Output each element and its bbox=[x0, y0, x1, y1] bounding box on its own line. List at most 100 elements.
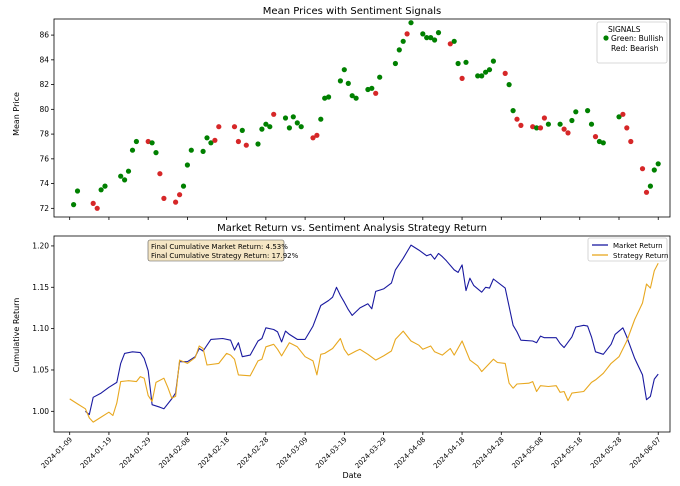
bullish-signal-point bbox=[263, 121, 269, 127]
bearish-signal-point bbox=[541, 115, 548, 121]
bullish-signal-point bbox=[184, 162, 190, 168]
bullish-signal-point bbox=[534, 125, 540, 131]
bearish-signal-point bbox=[243, 142, 249, 148]
bullish-signal-point bbox=[651, 167, 657, 173]
return-legend: Market Return Strategy Return bbox=[587, 237, 668, 262]
bullish-signal-point bbox=[573, 109, 579, 115]
bearish-signal-point bbox=[177, 192, 183, 198]
bullish-signal-point bbox=[349, 93, 355, 99]
bearish-signal-point bbox=[94, 205, 100, 211]
bearish-signal-point bbox=[161, 195, 167, 201]
final-strategy-return-text: Final Cumulative Strategy Return: 17.92% bbox=[151, 252, 299, 260]
bullish-signal-point bbox=[588, 121, 595, 127]
bullish-signal-point bbox=[483, 69, 489, 75]
signals-legend-bullish: Green: Bullish bbox=[611, 34, 664, 43]
bullish-signal-point bbox=[455, 60, 461, 67]
return-x-tick-label: 2024-04-28 bbox=[471, 436, 505, 470]
bullish-signal-point bbox=[408, 20, 414, 26]
bearish-signal-point bbox=[235, 138, 241, 145]
bullish-signal-point bbox=[510, 108, 516, 114]
bullish-signal-point bbox=[600, 140, 606, 146]
bullish-signal-point bbox=[239, 127, 245, 133]
bullish-signal-point bbox=[463, 59, 469, 65]
return-y-tick-label: 1.00 bbox=[32, 407, 49, 416]
bearish-signal-point bbox=[565, 130, 571, 136]
bearish-signal-point bbox=[212, 137, 218, 143]
bearish-signal-point bbox=[271, 111, 277, 117]
bearish-signal-point bbox=[216, 124, 222, 130]
market-return-line bbox=[85, 244, 659, 416]
bullish-signal-point bbox=[149, 140, 155, 146]
price-signal-points bbox=[71, 20, 661, 211]
bullish-signal-point bbox=[365, 86, 371, 93]
bullish-signal-point bbox=[396, 47, 402, 53]
bullish-signal-point bbox=[420, 31, 426, 37]
return-chart-panel: Market Return vs. Sentiment Analysis Str… bbox=[12, 223, 671, 480]
bullish-signal-point bbox=[298, 124, 304, 130]
price-y-tick-label: 76 bbox=[39, 154, 49, 163]
final-return-annotation: Final Cumulative Market Return: 4.53% Fi… bbox=[147, 239, 299, 262]
bullish-signal-point bbox=[122, 177, 128, 183]
bullish-signal-point bbox=[337, 78, 343, 84]
bullish-signal-point bbox=[432, 37, 438, 43]
bearish-signal-point bbox=[231, 124, 238, 130]
return-y-ticks: 1.00 1.05 1.10 1.15 1.20 bbox=[32, 241, 54, 416]
bullish-signal-point bbox=[490, 58, 496, 64]
bullish-signal-point bbox=[479, 73, 485, 79]
bearish-signal-point bbox=[373, 90, 379, 96]
bullish-signal-point bbox=[259, 126, 265, 132]
return-x-tick-label: 2024-02-08 bbox=[157, 436, 191, 470]
bullish-signal-point bbox=[125, 168, 132, 174]
price-plot-frame bbox=[53, 18, 671, 218]
price-x-ticks bbox=[69, 217, 659, 220]
bearish-signal-point bbox=[447, 41, 453, 47]
bullish-signal-point bbox=[400, 38, 406, 44]
price-y-axis-label: Mean Price bbox=[12, 92, 21, 136]
bullish-signal-point bbox=[545, 121, 552, 127]
bullish-signal-point bbox=[655, 161, 661, 167]
bearish-signal-point bbox=[514, 116, 520, 122]
bullish-signal-point bbox=[451, 38, 457, 44]
bullish-signal-point bbox=[204, 135, 210, 141]
bullish-signal-point bbox=[74, 188, 81, 194]
final-return-annotation-box bbox=[147, 239, 285, 262]
bearish-signal-point bbox=[145, 138, 151, 145]
return-x-tick-label: 2024-05-28 bbox=[589, 436, 623, 470]
signals-legend-title: SIGNALS bbox=[608, 25, 641, 34]
bullish-signal-point bbox=[353, 95, 359, 101]
price-y-tick-label: 80 bbox=[39, 105, 49, 114]
return-y-tick-label: 1.20 bbox=[32, 241, 49, 250]
bearish-signal-point bbox=[502, 70, 508, 76]
return-x-tick-label: 2024-02-18 bbox=[197, 436, 231, 470]
price-y-tick-label: 86 bbox=[39, 31, 49, 40]
return-x-tick-label: 2024-03-29 bbox=[354, 436, 388, 470]
bullish-signal-point bbox=[377, 74, 383, 80]
price-y-tick-label: 74 bbox=[39, 179, 49, 188]
bearish-signal-point bbox=[404, 31, 410, 37]
bullish-signal-point bbox=[569, 117, 575, 124]
return-y-tick-label: 1.05 bbox=[32, 365, 49, 374]
return-x-tick-label: 2024-06-07 bbox=[628, 436, 662, 470]
return-x-tick-label: 2024-01-19 bbox=[79, 436, 113, 470]
return-series-lines bbox=[69, 244, 659, 423]
bearish-signal-point bbox=[314, 132, 320, 138]
bearish-signal-point bbox=[173, 199, 179, 205]
return-x-tick-label: 2024-04-18 bbox=[432, 436, 466, 470]
bullish-signal-point bbox=[326, 94, 332, 100]
return-y-axis-label: Cumulative Return bbox=[12, 298, 21, 373]
return-x-tick-label: 2024-02-28 bbox=[236, 436, 270, 470]
bullish-signal-point bbox=[286, 125, 292, 131]
bearish-signal-point bbox=[310, 135, 316, 141]
signals-legend-marker bbox=[603, 35, 609, 41]
bullish-signal-point bbox=[428, 35, 434, 41]
bullish-signal-point bbox=[98, 187, 104, 193]
bullish-signal-point bbox=[369, 85, 375, 91]
bearish-signal-point bbox=[530, 124, 536, 130]
bullish-signal-point bbox=[102, 183, 108, 189]
bullish-signal-point bbox=[585, 108, 591, 114]
bullish-signal-point bbox=[282, 115, 289, 121]
return-x-tick-label: 2024-05-08 bbox=[511, 436, 545, 470]
return-x-ticks: 2024-01-09 2024-01-19 2024-01-29 2024-02-08… bbox=[40, 432, 663, 470]
bearish-signal-point bbox=[639, 166, 646, 172]
bullish-signal-point bbox=[322, 95, 328, 101]
